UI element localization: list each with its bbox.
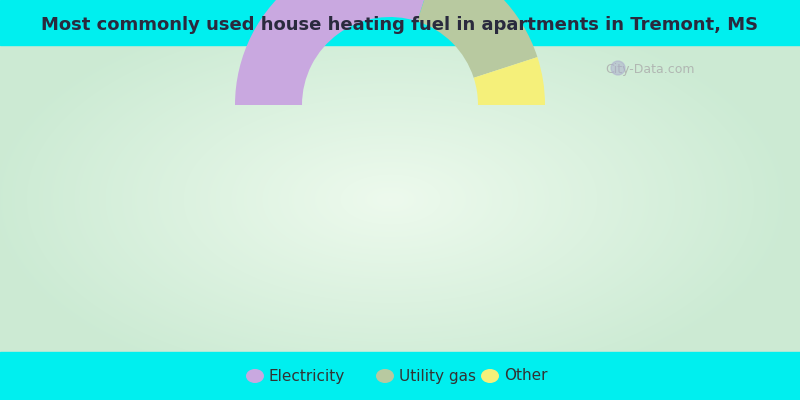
Bar bbox=[0, 352, 800, 400]
Text: Electricity: Electricity bbox=[269, 368, 346, 384]
Ellipse shape bbox=[376, 369, 394, 383]
Text: Other: Other bbox=[504, 368, 547, 384]
Circle shape bbox=[611, 61, 625, 75]
Text: Utility gas: Utility gas bbox=[399, 368, 476, 384]
Wedge shape bbox=[235, 0, 438, 105]
Bar bbox=[0, 0, 800, 45]
Wedge shape bbox=[474, 57, 545, 105]
Ellipse shape bbox=[481, 369, 499, 383]
Text: City-Data.com: City-Data.com bbox=[606, 64, 694, 76]
Ellipse shape bbox=[246, 369, 264, 383]
Wedge shape bbox=[417, 0, 538, 78]
Text: Most commonly used house heating fuel in apartments in Tremont, MS: Most commonly used house heating fuel in… bbox=[42, 16, 758, 34]
